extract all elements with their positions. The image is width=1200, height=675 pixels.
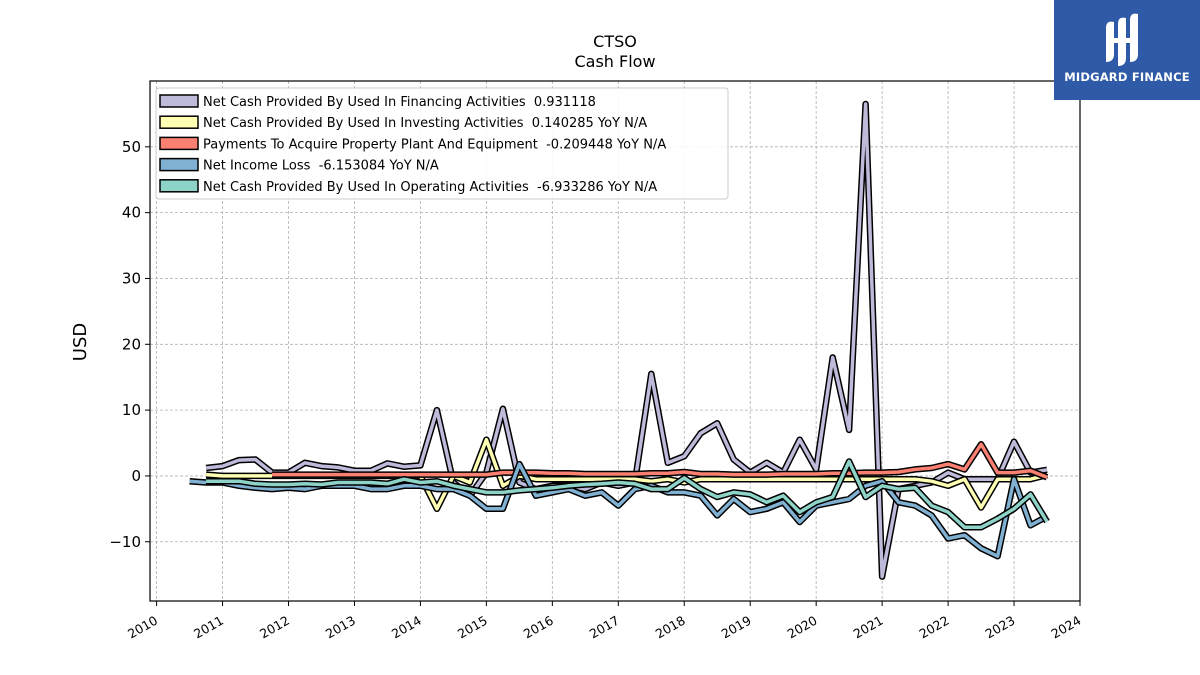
legend-entry: Net Cash Provided By Used In Operating A… [203,180,657,195]
x-tick-label: 2021 [851,613,886,642]
legend-entry: Payments To Acquire Property Plant And E… [203,137,666,152]
x-tick-label: 2024 [1048,613,1083,642]
legend-entry: Net Cash Provided By Used In Investing A… [203,116,647,131]
y-tick-label: 20 [122,335,141,353]
x-tick-label: 2016 [521,613,556,642]
x-tick-label: 2017 [587,613,622,642]
y-tick-label: 0 [131,467,141,485]
x-tick-label: 2020 [785,613,820,642]
legend-entry: Net Cash Provided By Used In Financing A… [203,95,596,110]
x-tick-label: 2012 [257,613,292,642]
axis-ticks: 2010 2011 2012 2013 2014 2015 2016 2017 2018 2019… [109,138,1083,642]
brand-logo: MIDGARD FINANCE [1054,0,1200,100]
x-tick-label: 2023 [982,613,1017,642]
series-line-3 [272,442,1048,479]
y-tick-label: 40 [122,204,141,222]
x-tick-label: 2010 [125,613,160,642]
legend-swatch [159,136,199,151]
y-tick-label: 50 [122,138,141,156]
x-tick-label: 2015 [455,613,490,642]
series-layer [189,100,1050,580]
brand-name: MIDGARD FINANCE [1064,70,1190,84]
plot-frame [149,80,1081,602]
x-tick-label: 2019 [719,613,754,642]
y-axis-label: USD [70,323,91,361]
y-tick-label: −10 [109,533,141,551]
legend-swatch [159,157,199,172]
legend-swatch [159,115,199,129]
legend: Net Cash Provided By Used In Financing A… [155,87,729,200]
series-line-5 [206,459,1049,530]
x-tick-label: 2011 [191,613,226,642]
brand-mark-icon [1106,13,1138,67]
y-tick-label: 10 [122,401,141,419]
chart-subtitle: Cash Flow [574,52,655,71]
x-tick-label: 2014 [389,613,424,642]
y-tick-label: 30 [122,269,141,287]
legend-box [155,87,729,200]
chart-title: CTSO [593,32,637,51]
x-tick-label: 2013 [323,613,358,642]
legend-swatch [159,179,199,193]
legend-swatch [159,94,199,108]
x-tick-label: 2022 [917,613,952,642]
x-tick-label: 2018 [653,613,688,642]
legend-entry: Net Income Loss -6.153084 YoY N/A [203,159,439,174]
